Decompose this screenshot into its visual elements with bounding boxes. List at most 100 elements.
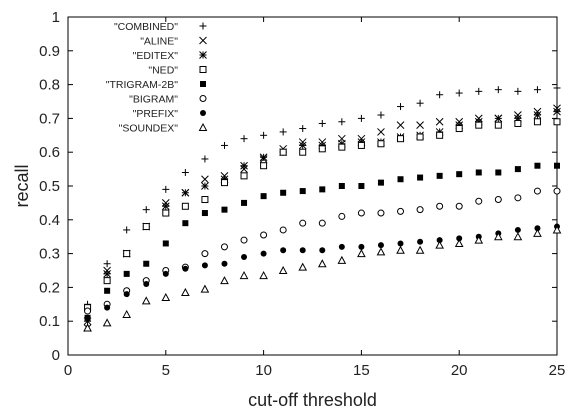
point-aline bbox=[435, 117, 444, 126]
point-combined bbox=[162, 185, 170, 193]
legend-label-soundex: "SOUNDEX" bbox=[119, 123, 179, 135]
point-editex bbox=[553, 107, 561, 116]
point-editex bbox=[103, 270, 111, 278]
y-tick-label: 1 bbox=[52, 9, 60, 26]
legend-label-bigram: "BIGRAM" bbox=[129, 94, 178, 106]
y-tick-label: 0.9 bbox=[39, 43, 60, 60]
point-combined bbox=[318, 119, 326, 127]
point-trigram-2b bbox=[143, 260, 150, 267]
point-combined bbox=[103, 260, 111, 268]
point-combined bbox=[514, 87, 522, 95]
point-trigram-2b bbox=[534, 162, 541, 169]
point-editex bbox=[161, 202, 170, 211]
point-prefix bbox=[241, 253, 248, 260]
x-tick-label: 10 bbox=[255, 362, 272, 379]
point-ned bbox=[260, 162, 268, 170]
point-trigram-2b bbox=[162, 240, 169, 247]
point-ned bbox=[416, 133, 424, 141]
point-ned bbox=[338, 143, 346, 151]
point-ned bbox=[103, 277, 111, 285]
point-soundex bbox=[513, 232, 523, 241]
point-combined bbox=[220, 141, 228, 149]
point-combined bbox=[260, 131, 268, 139]
legend: "COMBINED" "ALINE" "EDITEX" "NED" "TRIGRAM-2… bbox=[106, 21, 208, 135]
point-prefix bbox=[514, 226, 521, 233]
point-prefix bbox=[280, 247, 287, 254]
point-ned bbox=[201, 196, 209, 204]
point-combined bbox=[299, 125, 307, 133]
point-bigram bbox=[553, 187, 561, 195]
point-soundex bbox=[102, 318, 112, 327]
point-prefix bbox=[299, 247, 306, 254]
point-trigram-2b bbox=[241, 199, 248, 206]
point-trigram-2b bbox=[201, 210, 208, 217]
point-trigram-2b bbox=[436, 172, 443, 179]
point-combined bbox=[181, 168, 189, 176]
point-soundex bbox=[83, 323, 92, 332]
point-soundex bbox=[220, 276, 229, 285]
point-trigram-2b bbox=[299, 188, 306, 195]
point-combined bbox=[397, 103, 405, 111]
point-ned bbox=[220, 179, 228, 187]
point-ned bbox=[181, 202, 189, 210]
point-soundex bbox=[298, 262, 308, 271]
point-trigram-2b bbox=[514, 166, 521, 173]
point-soundex bbox=[493, 232, 503, 241]
point-combined bbox=[494, 86, 502, 94]
point-ned bbox=[162, 209, 170, 217]
point-bigram bbox=[240, 236, 248, 244]
point-combined bbox=[416, 99, 424, 107]
point-ned bbox=[397, 135, 405, 143]
point-trigram-2b bbox=[319, 186, 326, 193]
legend-label-ned: "NED" bbox=[148, 65, 178, 77]
point-prefix bbox=[456, 235, 463, 242]
point-combined bbox=[475, 87, 483, 95]
legend-label-aline: "ALINE" bbox=[140, 36, 178, 48]
point-prefix bbox=[182, 265, 189, 272]
legend-marker-trigram-2b bbox=[200, 81, 206, 87]
point-bigram bbox=[475, 197, 483, 205]
legend-label-editex: "EDITEX" bbox=[133, 50, 179, 62]
point-trigram-2b bbox=[397, 176, 404, 183]
point-trigram-2b bbox=[417, 174, 424, 181]
point-soundex bbox=[337, 255, 347, 264]
point-soundex bbox=[122, 309, 132, 318]
point-prefix bbox=[104, 304, 111, 311]
point-prefix bbox=[123, 291, 130, 298]
x-axis-label: cut-off threshold bbox=[248, 390, 377, 410]
point-soundex bbox=[181, 287, 190, 296]
point-prefix bbox=[377, 242, 384, 249]
point-aline bbox=[416, 121, 424, 130]
point-prefix bbox=[221, 260, 228, 267]
y-tick-label: 0.2 bbox=[39, 279, 60, 296]
point-soundex bbox=[161, 292, 171, 302]
y-axis-label: recall bbox=[12, 164, 32, 207]
legend-label-trigram-2b: "TRIGRAM-2B" bbox=[106, 79, 178, 91]
point-soundex bbox=[278, 265, 288, 274]
point-combined bbox=[533, 86, 541, 94]
legend-label-combined: "COMBINED" bbox=[114, 21, 178, 33]
point-bigram bbox=[455, 202, 463, 210]
point-soundex bbox=[141, 296, 151, 305]
point-bigram bbox=[279, 226, 287, 234]
point-ned bbox=[377, 140, 385, 148]
point-editex bbox=[533, 111, 542, 119]
point-soundex bbox=[533, 228, 542, 237]
point-trigram-2b bbox=[358, 183, 365, 189]
x-tick-label: 25 bbox=[549, 362, 566, 379]
point-bigram bbox=[201, 250, 209, 258]
point-soundex bbox=[454, 238, 464, 247]
point-editex bbox=[259, 153, 268, 162]
point-ned bbox=[475, 121, 483, 129]
point-editex bbox=[181, 188, 190, 197]
x-tick-label: 15 bbox=[353, 362, 370, 379]
point-combined bbox=[142, 206, 150, 214]
point-ned bbox=[299, 148, 307, 156]
point-prefix bbox=[397, 240, 404, 247]
point-prefix bbox=[534, 225, 541, 232]
point-trigram-2b bbox=[456, 171, 463, 178]
point-bigram bbox=[220, 243, 228, 251]
point-combined bbox=[436, 91, 444, 99]
y-tick-label: 0.1 bbox=[39, 313, 60, 330]
